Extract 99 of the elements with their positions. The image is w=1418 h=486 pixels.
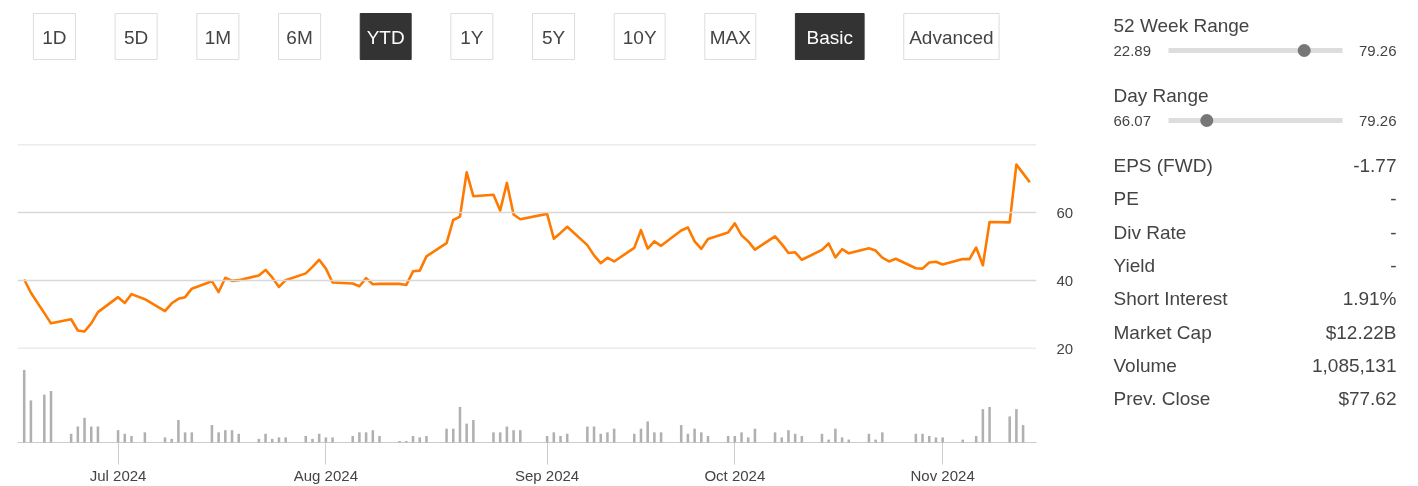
bar [746, 437, 750, 443]
category-label: Short Interest [1113, 288, 1229, 310]
category-label: PE [1113, 188, 1139, 210]
bar [934, 437, 938, 443]
category-label: 5D [123, 27, 149, 48]
bar [881, 432, 884, 443]
x-tick-label: Oct 2024 [704, 466, 766, 484]
bar [177, 420, 180, 443]
bar [264, 433, 267, 443]
bar [378, 435, 381, 443]
data-label: 66.07 [1113, 111, 1152, 129]
x-tick-label: Nov 2024 [910, 466, 975, 484]
bar [632, 433, 636, 443]
bar [324, 437, 328, 443]
text: 1,085,131 [1311, 354, 1397, 376]
bar [1015, 409, 1018, 443]
line-series [22, 163, 1032, 333]
x-tick-label: Aug 2024 [293, 466, 358, 484]
bar [224, 430, 227, 443]
data-label: 79.26 [1358, 41, 1397, 59]
bar [606, 432, 609, 443]
bar [43, 394, 46, 443]
x-tick-label: Jul 2024 [89, 466, 147, 484]
category-label: 1M [204, 27, 232, 48]
bar [941, 437, 944, 443]
bar [740, 432, 743, 443]
bar [465, 423, 468, 443]
category-label: Basic [806, 27, 853, 48]
bar [418, 437, 422, 443]
category-label: Market Cap [1113, 321, 1212, 343]
bar [217, 432, 220, 443]
category-label: Prev. Close [1113, 388, 1211, 410]
bar [277, 437, 281, 443]
bar [927, 435, 931, 443]
bar [472, 420, 475, 443]
category-label: Day Range [1113, 85, 1209, 106]
bar [270, 438, 274, 443]
bar [599, 433, 603, 443]
text: $77.62 [1338, 388, 1397, 410]
category-label: 1D [42, 27, 67, 48]
category-label: MAX [709, 27, 752, 48]
category-label: 6M [286, 27, 313, 48]
y-tick-label: 20 [1056, 339, 1074, 357]
bar [445, 428, 448, 443]
bar [130, 435, 133, 443]
bar [123, 433, 127, 443]
text: 1.91% [1342, 288, 1397, 310]
category-label: Volume [1113, 354, 1177, 376]
bar [700, 432, 703, 443]
bar [170, 438, 173, 443]
category-label: YTD [366, 27, 405, 48]
bar [586, 426, 589, 443]
bar [331, 437, 334, 443]
text: - [1390, 188, 1397, 210]
x-tick-label: Sep 2024 [515, 466, 580, 484]
text: - [1390, 254, 1397, 276]
bar [874, 439, 877, 443]
bar [358, 432, 361, 443]
bar [492, 432, 495, 443]
data-label: 22.89 [1113, 41, 1152, 59]
bar [787, 430, 790, 443]
bar [780, 437, 784, 443]
bar [311, 438, 314, 443]
bar [351, 435, 354, 443]
category-label: Yield [1113, 254, 1156, 276]
bar [988, 406, 991, 443]
bar [512, 430, 515, 443]
bar [693, 428, 696, 443]
text: - [1390, 221, 1397, 243]
category-label: Div Rate [1113, 221, 1187, 243]
bar [559, 435, 562, 443]
text: -1.77 [1353, 155, 1397, 176]
category-label: 5Y [541, 27, 566, 48]
bar [827, 439, 830, 443]
category-label: 10Y [622, 27, 657, 48]
bar [646, 421, 649, 443]
category-label: 1Y [460, 27, 484, 48]
bar [961, 439, 965, 443]
bar [519, 430, 522, 443]
bar [83, 417, 86, 443]
bar [89, 426, 93, 443]
data-label: 79.26 [1358, 111, 1397, 129]
bar [653, 432, 656, 443]
category-label: 52 Week Range [1113, 15, 1250, 36]
bar [304, 435, 308, 443]
category-label: Advanced [909, 27, 994, 48]
bar [425, 435, 428, 443]
y-tick-label: 60 [1056, 203, 1074, 221]
y-tick-label: 40 [1056, 271, 1074, 289]
bar [921, 433, 924, 443]
text: $12.22B [1325, 321, 1397, 343]
bar [840, 437, 844, 443]
bar [163, 437, 167, 443]
bar [451, 428, 455, 443]
bar [1008, 416, 1011, 443]
bar [284, 437, 287, 443]
category-label: EPS (FWD) [1113, 155, 1213, 176]
bar [834, 428, 837, 443]
bar [237, 433, 240, 443]
